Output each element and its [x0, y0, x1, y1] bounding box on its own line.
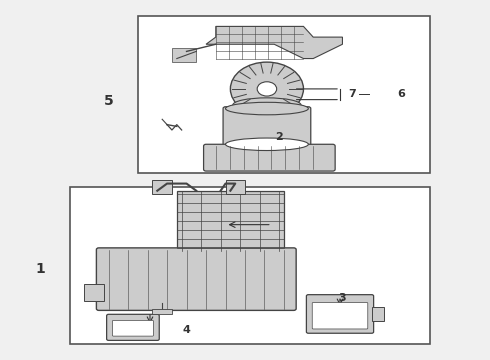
Text: 1: 1 — [35, 262, 45, 276]
FancyBboxPatch shape — [113, 320, 153, 336]
FancyBboxPatch shape — [203, 144, 335, 171]
Text: 5: 5 — [104, 94, 114, 108]
Polygon shape — [206, 26, 343, 59]
Bar — [84, 284, 104, 301]
FancyBboxPatch shape — [138, 16, 430, 173]
Text: 3: 3 — [339, 293, 346, 303]
Ellipse shape — [233, 98, 301, 112]
Bar — [372, 307, 384, 321]
Circle shape — [230, 62, 303, 116]
Bar — [177, 191, 284, 251]
Ellipse shape — [225, 102, 308, 115]
Text: 6: 6 — [397, 89, 405, 99]
Text: 2: 2 — [275, 132, 283, 142]
Polygon shape — [172, 48, 196, 62]
Polygon shape — [152, 309, 172, 314]
Text: 7: 7 — [348, 89, 356, 99]
Circle shape — [257, 82, 277, 96]
FancyBboxPatch shape — [223, 107, 311, 146]
FancyBboxPatch shape — [97, 248, 296, 310]
FancyBboxPatch shape — [107, 314, 159, 341]
Ellipse shape — [225, 138, 308, 150]
Polygon shape — [225, 180, 245, 194]
FancyBboxPatch shape — [70, 187, 430, 344]
Polygon shape — [152, 180, 172, 194]
FancyBboxPatch shape — [312, 302, 368, 329]
FancyBboxPatch shape — [306, 295, 374, 333]
Text: 4: 4 — [183, 325, 191, 335]
